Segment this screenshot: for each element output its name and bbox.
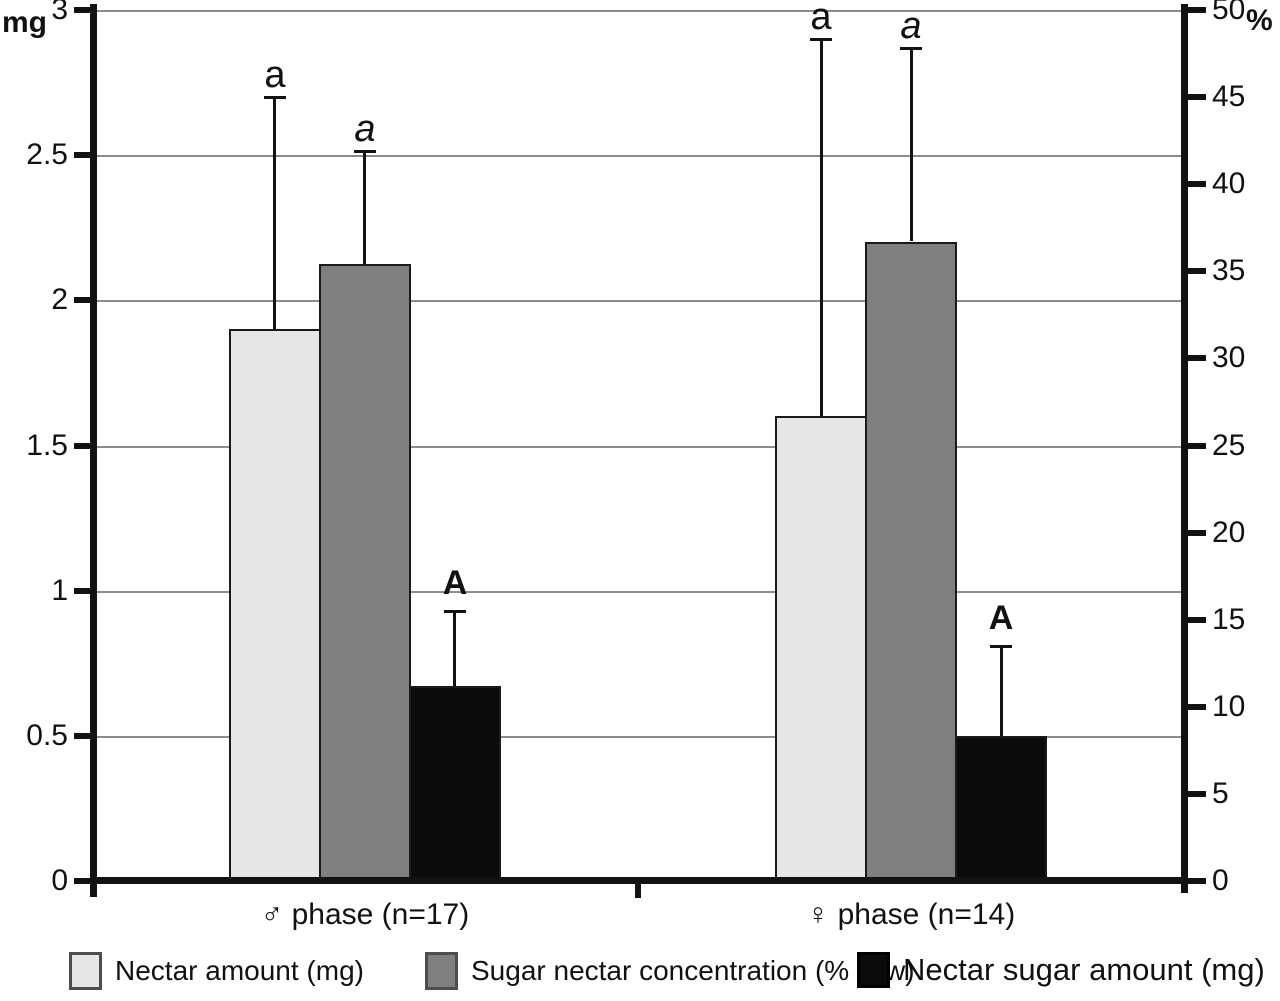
- x-category-label: ♀ phase (n=14): [806, 898, 1016, 931]
- y-axis-left-tick-label: 0: [51, 864, 68, 897]
- legend-label: Nectar amount (mg): [115, 955, 364, 986]
- sig-letter: a: [264, 54, 286, 96]
- gridline: [97, 736, 1181, 738]
- error-bar-line: [910, 48, 913, 241]
- error-bar-cap: [444, 610, 466, 613]
- legend-item: Nectar amount (mg): [69, 952, 364, 990]
- sig-letter: A: [442, 564, 468, 602]
- x-axis-line: [90, 877, 1188, 884]
- error-bar-cap: [900, 47, 922, 50]
- y-axis-right-tick: [1181, 181, 1206, 187]
- y-axis-right-tick-label: 40: [1212, 167, 1246, 200]
- x-category-label: ♂ phase (n=17): [260, 898, 470, 931]
- error-bar-cap: [990, 645, 1012, 648]
- bar: [865, 242, 957, 883]
- legend-item: Sugar nectar concentration (% w/w): [425, 952, 915, 990]
- sig-letter: a: [354, 108, 376, 150]
- y-axis-left-tick: [74, 878, 97, 884]
- y-axis-right-tick: [1181, 355, 1206, 361]
- y-axis-left-tick-label: 2: [51, 283, 68, 316]
- y-axis-right-tick: [1181, 617, 1206, 623]
- y-axis-left-tick: [74, 443, 97, 449]
- gridline: [97, 155, 1181, 157]
- y-axis-left-tick-label: 3: [51, 0, 68, 26]
- error-bar-line: [363, 151, 366, 264]
- y-axis-left-tick-label: 0.5: [26, 719, 68, 752]
- y-axis-left-tick: [74, 7, 97, 13]
- error-bar-line: [1000, 646, 1003, 736]
- y-axis-left-tick: [74, 733, 97, 739]
- y-axis-left-tick: [74, 152, 97, 158]
- y-axis-right-tick-label: 30: [1212, 341, 1246, 374]
- error-bar-line: [273, 97, 276, 329]
- bar: [955, 736, 1047, 883]
- y-axis-right-tick: [1181, 7, 1206, 13]
- y-axis-right-tick: [1181, 530, 1206, 536]
- error-bar-line: [453, 611, 456, 686]
- sig-letter: a: [810, 0, 832, 38]
- y-axis-right-tick-label: 25: [1212, 429, 1246, 462]
- y-axis-right-tick-label: 10: [1212, 690, 1246, 723]
- y-axis-right-tick: [1181, 704, 1206, 710]
- x-axis-mid-tick: [635, 884, 641, 898]
- error-bar-line: [820, 39, 823, 416]
- sig-letter: A: [988, 599, 1014, 637]
- legend-label: Nectar sugar amount (mg): [903, 952, 1265, 987]
- left-axis-unit-label: mg: [2, 6, 47, 39]
- y-axis-right-tick-label: 20: [1212, 516, 1246, 549]
- sig-letter: a: [900, 5, 922, 47]
- y-axis-left-tick: [74, 297, 97, 303]
- y-axis-right-tick: [1181, 268, 1206, 274]
- bar: [409, 686, 501, 883]
- gridline: [97, 446, 1181, 448]
- gridline: [97, 300, 1181, 302]
- y-axis-right-tick: [1181, 878, 1206, 884]
- legend-swatch-nectar-amount: [69, 952, 102, 990]
- y-axis-right-tick-label: 15: [1212, 603, 1246, 636]
- y-axis-right-tick-label: 5: [1212, 777, 1229, 810]
- y-axis-right-tick: [1181, 94, 1206, 100]
- bar: [319, 264, 411, 883]
- y-axis-right-tick-label: 45: [1212, 80, 1246, 113]
- legend-item: Nectar sugar amount (mg): [857, 952, 1265, 988]
- y-axis-right-tick-label: 0: [1212, 864, 1229, 897]
- right-axis-unit-label: %: [1246, 4, 1273, 37]
- plot-area: a a a a A A 0 0.5 1 1.5 2 2.5 3 0 5 10 15 20 25 30 35 40 45 50 ♂…: [26, 0, 1246, 931]
- y-axis-left-tick-label: 1.5: [26, 429, 68, 462]
- y-axis-left-tick-label: 2.5: [26, 138, 68, 171]
- y-axis-left-tick: [74, 588, 97, 594]
- gridline: [97, 10, 1181, 12]
- y-axis-left-tick-label: 1: [51, 574, 68, 607]
- y-axis-right-tick-label: 50: [1212, 0, 1246, 26]
- legend: Nectar amount (mg) Sugar nectar concentr…: [0, 948, 1280, 1001]
- legend-swatch-sugar-concentration: [425, 952, 458, 990]
- y-axis-left-line: [90, 4, 97, 897]
- gridline: [97, 591, 1181, 593]
- bar: [229, 329, 321, 883]
- y-axis-right-tick: [1181, 443, 1206, 449]
- error-bar-cap: [264, 96, 286, 99]
- legend-label: Sugar nectar concentration (% w/w): [471, 955, 915, 986]
- y-axis-right-tick: [1181, 791, 1206, 797]
- bar: [775, 416, 867, 883]
- error-bar-cap: [810, 38, 832, 41]
- y-axis-right-tick-label: 35: [1212, 254, 1246, 287]
- error-bar-cap: [354, 150, 376, 153]
- legend-swatch-nectar-sugar-amount: [857, 952, 890, 988]
